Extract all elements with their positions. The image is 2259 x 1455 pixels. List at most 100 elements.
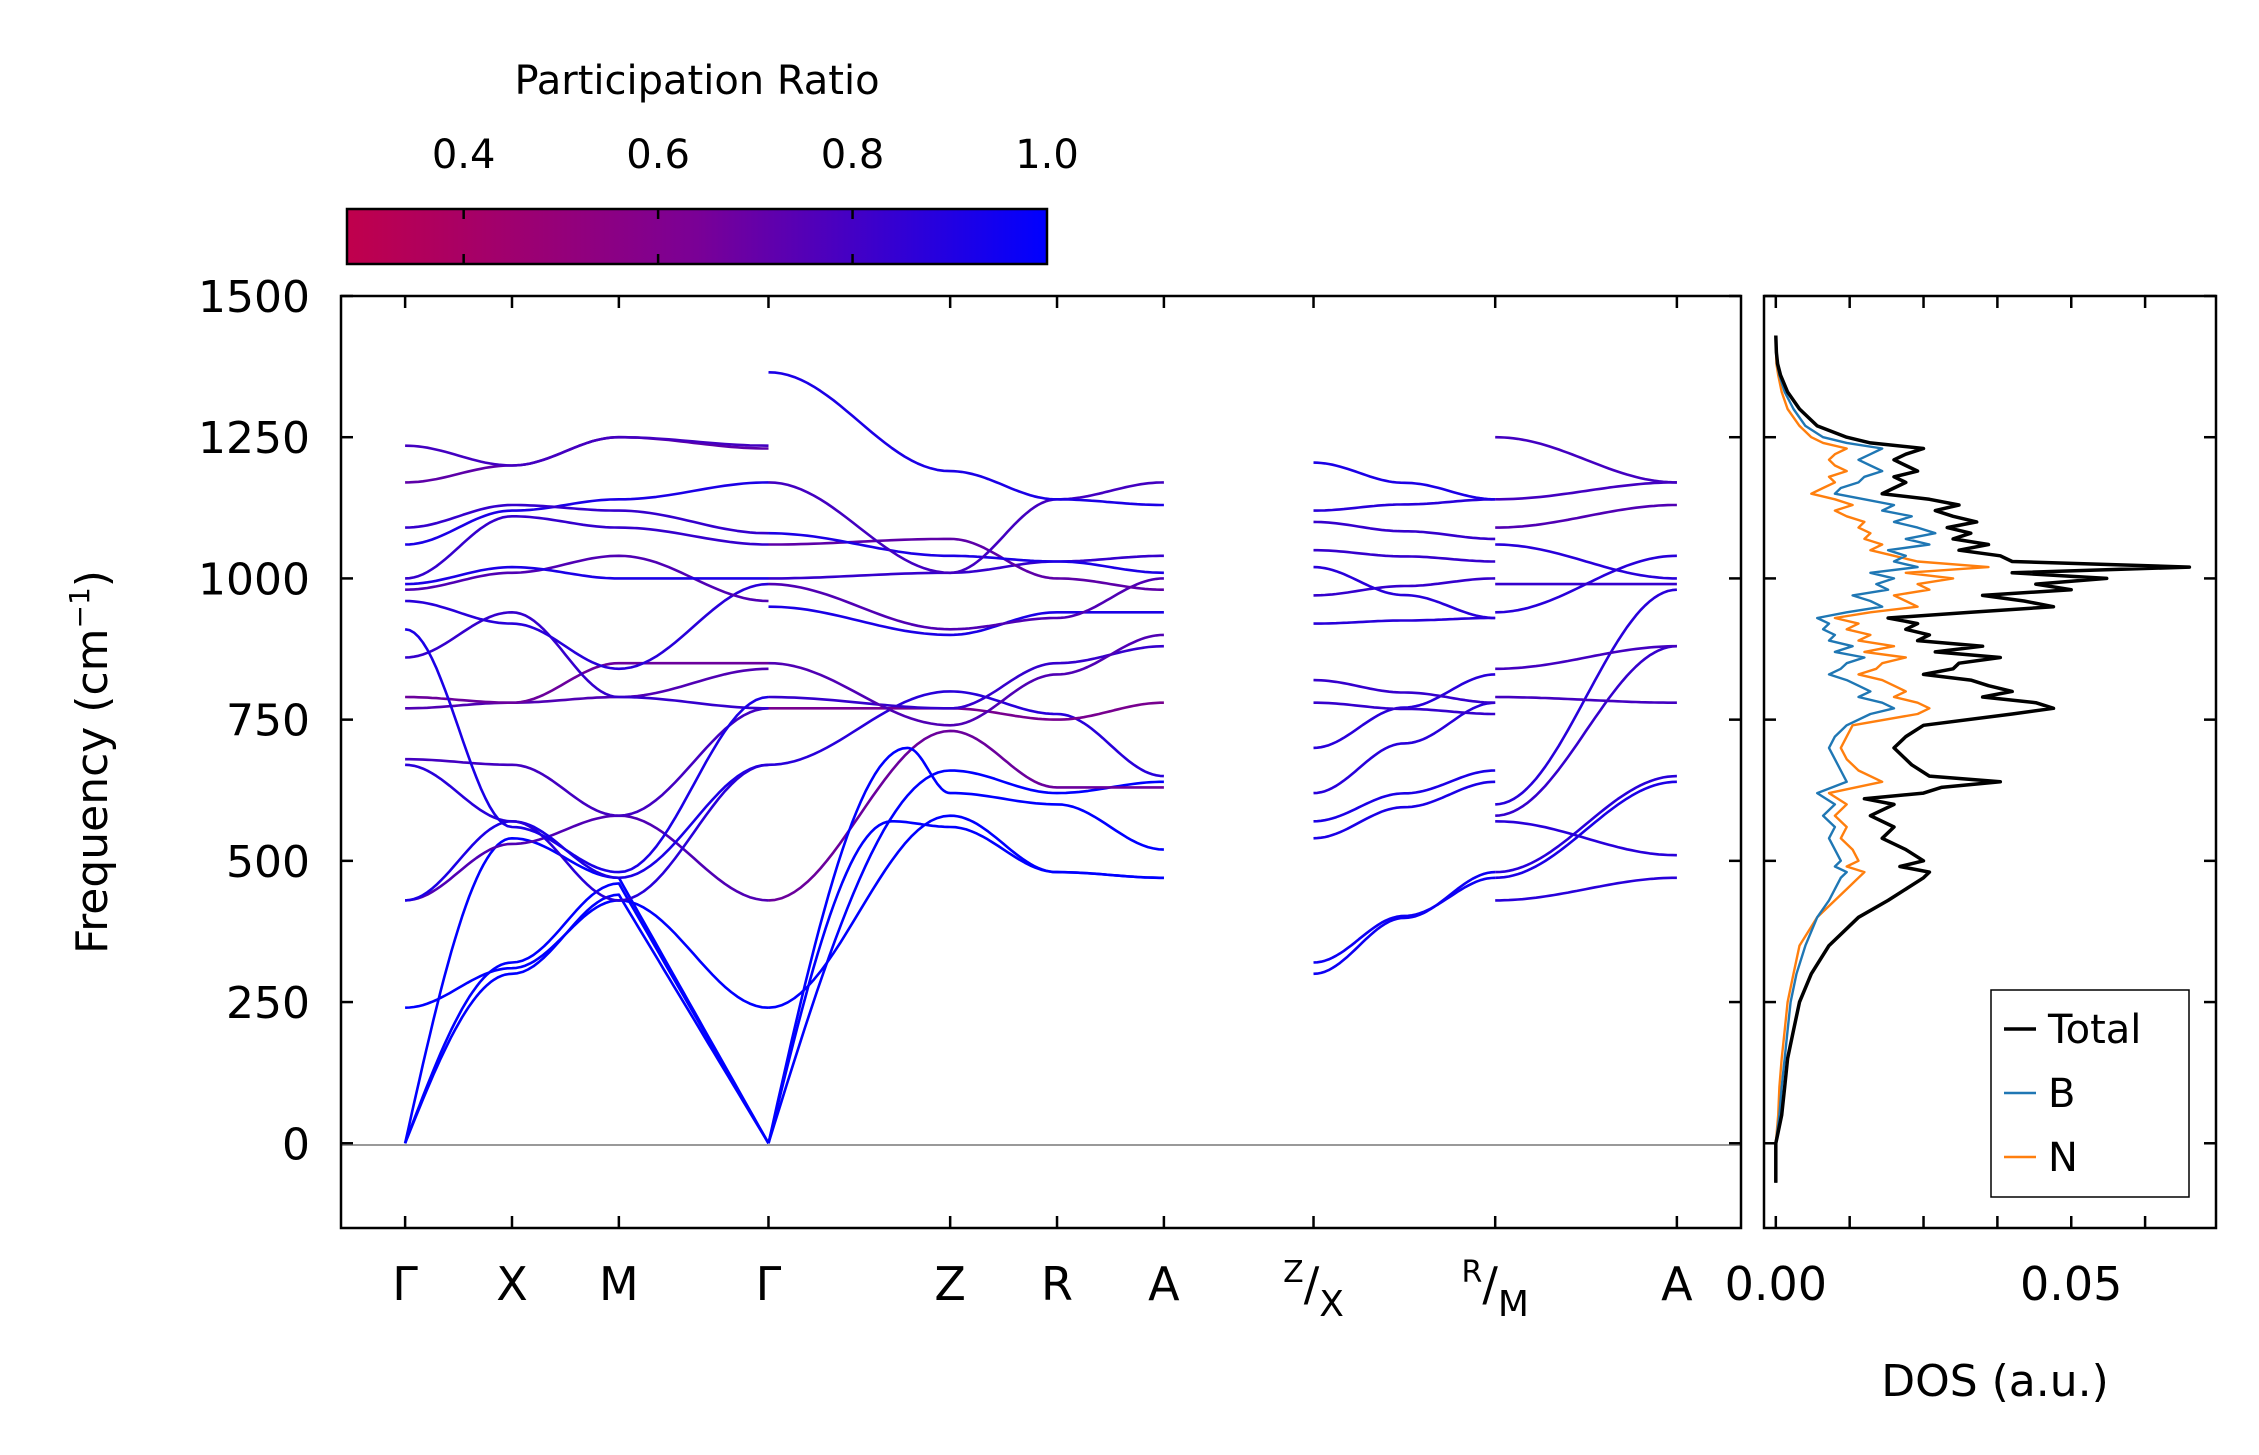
k-point-label-sep: /: [1482, 1257, 1498, 1311]
legend-label-total: Total: [2047, 1007, 2141, 1053]
band-line: [768, 605, 1164, 637]
band-line: [1313, 701, 1496, 795]
dos-axes-frame: [1762, 294, 2218, 1230]
band-y-tick-label: 250: [226, 978, 310, 1029]
k-point-label-sup: Z: [1283, 1255, 1304, 1290]
legend-label-n: N: [2048, 1135, 2078, 1181]
band-line-acoustic: [767, 820, 1164, 1144]
band-line: [768, 577, 1164, 631]
band-line: [767, 769, 1164, 1144]
band-line: [768, 814, 1164, 1009]
dos-series-n: [1774, 335, 1990, 1183]
band-line: [1313, 616, 1496, 625]
band-line: [768, 729, 1164, 902]
band-line: [405, 481, 769, 546]
band-line-acoustic: [403, 893, 770, 1144]
k-point-label: R: [1041, 1257, 1073, 1311]
band-line: [768, 690, 1164, 778]
band-line: [1495, 820, 1677, 857]
dos-panel: 0.00 0.05 DOS (a.u.) Total B N: [1725, 294, 2218, 1407]
band-line: [405, 611, 769, 710]
dos-x-tick-label: 0.05: [2020, 1257, 2122, 1311]
band-line: [1495, 695, 1677, 704]
band-y-ticks: 0 250 500 750 1000 1250 1500: [198, 272, 1741, 1170]
colorbar-tick-label: 0.4: [432, 132, 496, 178]
dos-legend: Total B N: [1990, 989, 2190, 1198]
k-point-label-sub: M: [1498, 1284, 1529, 1325]
band-line: [1495, 780, 1677, 880]
band-line: [768, 633, 1164, 727]
dos-x-tick-label: 0.00: [1725, 1257, 1827, 1311]
colorbar-title: Participation Ratio: [514, 58, 879, 104]
k-point-label-pair: Z/X: [1283, 1255, 1344, 1325]
band-line: [1495, 774, 1677, 874]
y-axis-label-unit-exponent: −1: [63, 587, 96, 628]
dos-series-total: [1774, 335, 2192, 1183]
band-line: [1313, 577, 1496, 597]
band-y-tick-label: 750: [226, 696, 310, 747]
k-point-label-sep: /: [1304, 1257, 1320, 1311]
band-y-axis-label: Frequency (cm−1): [63, 570, 118, 954]
dos-x-axis-label: DOS (a.u.): [1881, 1356, 2109, 1407]
band-axes-frame: [339, 294, 1743, 1230]
k-point-label: Γ: [756, 1257, 782, 1311]
band-line: [1313, 678, 1496, 704]
colorbar: Participation Ratio 0.4 0.6 0.8 1.0: [345, 58, 1079, 266]
k-point-label-pair: R/M: [1461, 1255, 1528, 1325]
k-point-label: Γ: [392, 1257, 418, 1311]
band-line: [404, 628, 769, 874]
band-line-acoustic: [767, 746, 1164, 1144]
colorbar-tick-label: 1.0: [1015, 132, 1079, 178]
band-line: [768, 537, 1164, 591]
band-line: [405, 503, 769, 535]
dos-series-b: [1774, 335, 1937, 1183]
band-line: [405, 565, 769, 586]
colorbar-tick-label: 0.6: [626, 132, 690, 178]
band-line: [1313, 565, 1496, 620]
band-line: [1313, 498, 1496, 512]
band-y-tick-label: 1500: [198, 272, 310, 323]
band-line: [405, 661, 769, 704]
band-line: [405, 515, 769, 580]
y-axis-label-text: Frequency (cm: [67, 628, 118, 954]
k-point-label-sub: X: [1319, 1284, 1344, 1325]
colorbar-tick-label: 0.8: [821, 132, 885, 178]
band-line: [1495, 481, 1677, 501]
band-line: [1313, 461, 1496, 501]
band-line: [405, 763, 769, 902]
band-line: [405, 899, 769, 1009]
band-y-tick-label: 500: [226, 837, 310, 888]
y-axis-label-close: ): [67, 570, 118, 587]
band-lines: [403, 371, 1678, 1144]
band-line: [1495, 435, 1677, 484]
band-line: [405, 435, 769, 467]
svg-text:Frequency (cm−1): Frequency (cm−1): [63, 570, 118, 954]
band-line: [1495, 588, 1678, 806]
band-line: [768, 554, 1164, 580]
colorbar-gradient: [345, 207, 1049, 266]
band-y-tick-label: 1000: [198, 554, 310, 605]
band-line: [1495, 644, 1677, 817]
band-line: [405, 582, 769, 671]
k-point-label: A: [1148, 1257, 1180, 1311]
k-point-label: X: [496, 1257, 528, 1311]
k-point-label: A: [1661, 1257, 1693, 1311]
legend-label-b: B: [2048, 1071, 2075, 1117]
dos-lines: [1774, 335, 2192, 1183]
band-line: [1495, 876, 1677, 902]
band-line: [768, 531, 1164, 575]
k-point-label-sup: R: [1461, 1255, 1482, 1290]
k-point-label: M: [599, 1257, 639, 1311]
band-line: [404, 763, 769, 902]
band-line: [1313, 780, 1496, 840]
band-line: [1313, 769, 1496, 823]
colorbar-ticks: 0.4 0.6 0.8 1.0: [432, 132, 1079, 264]
band-line: [768, 481, 1164, 575]
dos-y-ticks: [1764, 294, 2216, 1145]
dos-x-ticks: 0.00 0.05: [1725, 296, 2147, 1311]
band-line: [1495, 503, 1677, 529]
band-line: [768, 371, 1164, 507]
band-line: [1313, 673, 1496, 750]
